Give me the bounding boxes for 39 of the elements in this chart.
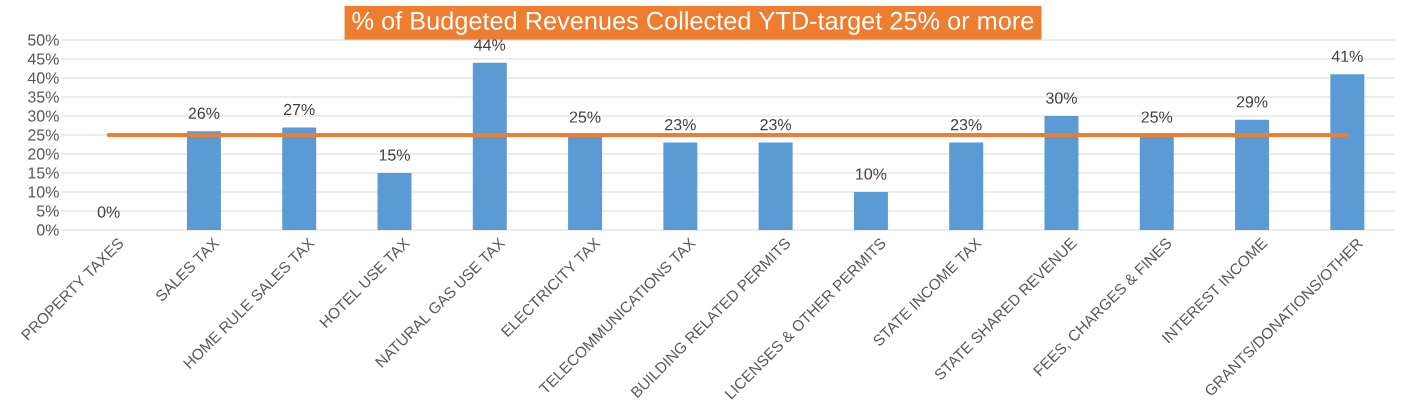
data-label: 25% — [569, 111, 601, 123]
bar — [1044, 115, 1079, 230]
bar — [1330, 74, 1365, 230]
bar — [377, 172, 412, 230]
data-label: 0% — [97, 206, 120, 218]
y-tick-label: 25% — [28, 129, 59, 141]
y-tick-label: 15% — [28, 167, 59, 179]
y-tick-label: 0% — [36, 224, 59, 236]
data-label: 15% — [379, 149, 410, 161]
bar — [1235, 119, 1270, 230]
data-label: 25% — [1141, 111, 1173, 123]
data-label: 41% — [1331, 50, 1363, 62]
bar — [853, 191, 888, 230]
data-label: 27% — [284, 103, 315, 116]
bar — [1139, 135, 1174, 230]
data-label: 23% — [760, 119, 792, 131]
bar — [758, 142, 793, 230]
data-label: 26% — [188, 107, 220, 119]
y-tick-label: 45% — [27, 53, 59, 65]
bar — [472, 62, 507, 230]
bar — [186, 131, 221, 230]
y-tick-label: 10% — [28, 186, 59, 198]
bar — [568, 135, 603, 230]
y-tick-label: 5% — [36, 205, 59, 217]
y-tick-label: 35% — [28, 91, 59, 103]
data-label: 29% — [1236, 96, 1268, 108]
y-tick-label: 30% — [28, 110, 59, 122]
bar — [663, 142, 698, 230]
y-tick-label: 50% — [28, 34, 59, 46]
data-label: 30% — [1046, 92, 1077, 104]
bar — [949, 142, 984, 230]
data-label: 44% — [474, 39, 506, 51]
data-label: 23% — [665, 119, 696, 131]
chart-title: % of Budgeted Revenues Collected YTD-target 25% or more — [352, 11, 1034, 35]
y-tick-label: 20% — [28, 148, 59, 160]
data-label: 10% — [856, 168, 887, 180]
bar — [282, 127, 317, 230]
y-tick-label: 40% — [27, 72, 59, 84]
data-label: 23% — [950, 119, 982, 131]
